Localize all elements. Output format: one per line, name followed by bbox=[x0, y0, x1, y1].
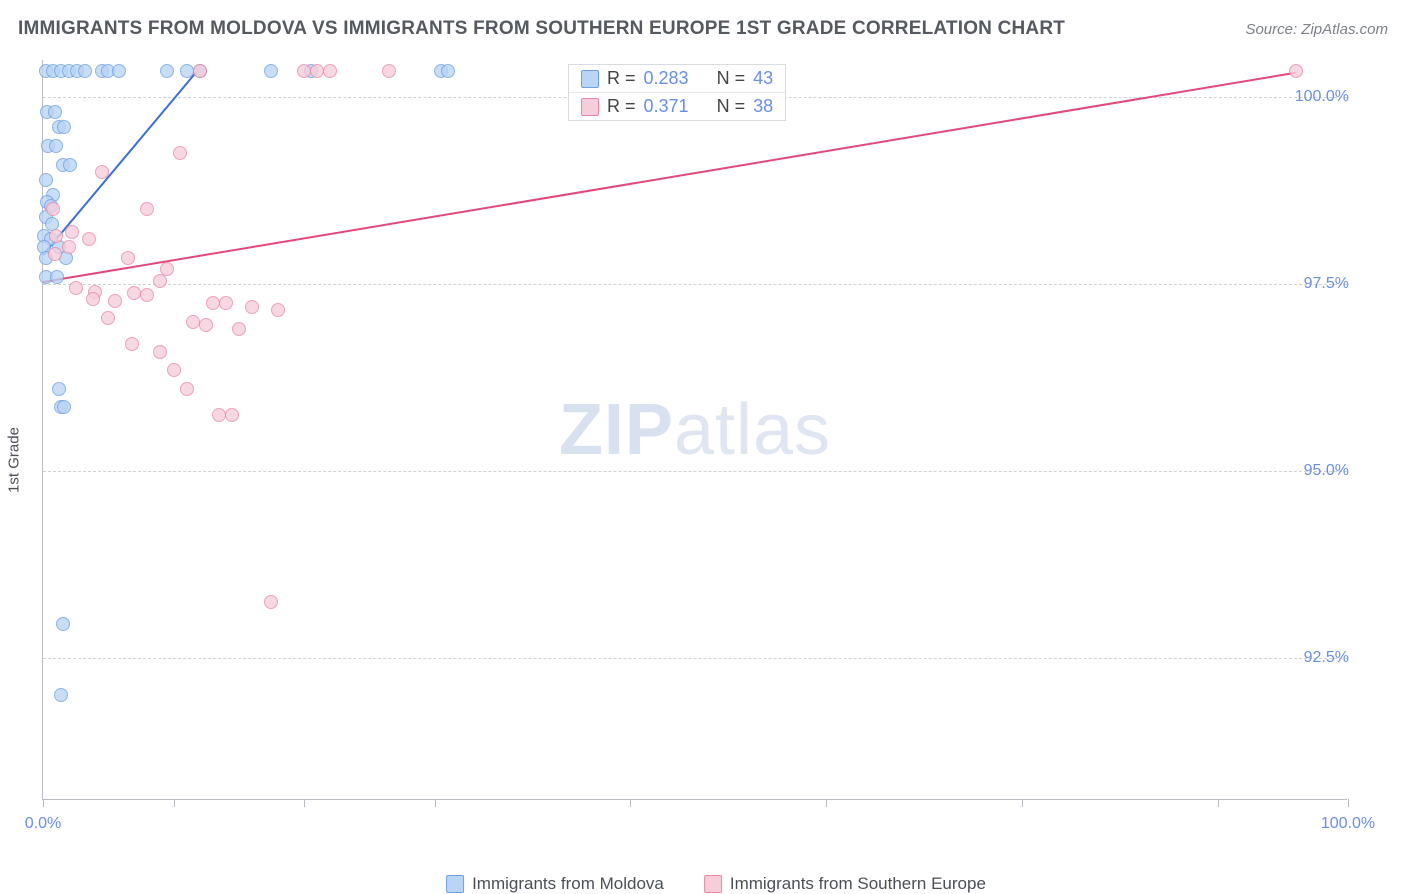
point-moldova bbox=[54, 688, 68, 702]
point-southern bbox=[310, 64, 324, 78]
watermark: ZIPatlas bbox=[559, 389, 831, 471]
point-moldova bbox=[39, 173, 53, 187]
bottom-legend: Immigrants from Moldova Immigrants from S… bbox=[446, 874, 986, 894]
point-southern bbox=[219, 296, 233, 310]
y-tick-label: 100.0% bbox=[1295, 88, 1349, 106]
point-moldova bbox=[56, 617, 70, 631]
watermark-bold: ZIP bbox=[559, 390, 674, 470]
point-southern bbox=[121, 251, 135, 265]
point-moldova bbox=[52, 382, 66, 396]
point-southern bbox=[127, 286, 141, 300]
point-southern bbox=[297, 64, 311, 78]
y-tick-label: 97.5% bbox=[1304, 275, 1349, 293]
x-tick bbox=[630, 799, 631, 807]
x-tick-label: 0.0% bbox=[25, 815, 61, 833]
point-southern bbox=[206, 296, 220, 310]
point-southern bbox=[264, 595, 278, 609]
x-tick bbox=[435, 799, 436, 807]
r-label: R = bbox=[607, 68, 636, 89]
point-southern bbox=[212, 408, 226, 422]
point-southern bbox=[271, 303, 285, 317]
point-southern bbox=[125, 337, 139, 351]
y-gridline bbox=[43, 658, 1347, 659]
point-southern bbox=[173, 146, 187, 160]
x-tick bbox=[43, 799, 44, 807]
point-southern bbox=[153, 274, 167, 288]
source-label: Source: ZipAtlas.com bbox=[1245, 21, 1388, 38]
stats-legend: R = 0.283 N = 43 R = 0.371 N = 38 bbox=[568, 64, 786, 121]
point-southern bbox=[101, 311, 115, 325]
point-southern bbox=[49, 229, 63, 243]
point-moldova bbox=[441, 64, 455, 78]
r-value-moldova: 0.283 bbox=[644, 68, 689, 89]
r-value-southern: 0.371 bbox=[644, 96, 689, 117]
point-moldova bbox=[63, 158, 77, 172]
x-tick bbox=[174, 799, 175, 807]
x-tick bbox=[304, 799, 305, 807]
legend-item-moldova: Immigrants from Moldova bbox=[446, 874, 664, 894]
point-southern bbox=[382, 64, 396, 78]
point-southern bbox=[199, 318, 213, 332]
point-southern bbox=[108, 294, 122, 308]
x-tick bbox=[1348, 799, 1349, 807]
n-value-moldova: 43 bbox=[753, 68, 773, 89]
point-southern bbox=[69, 281, 83, 295]
point-southern bbox=[46, 202, 60, 216]
point-moldova bbox=[78, 64, 92, 78]
point-southern bbox=[82, 232, 96, 246]
point-southern bbox=[140, 202, 154, 216]
point-southern bbox=[245, 300, 259, 314]
plot-area: ZIPatlas 92.5%95.0%97.5%100.0%0.0%100.0%… bbox=[42, 60, 1347, 800]
point-southern bbox=[180, 382, 194, 396]
y-tick-label: 95.0% bbox=[1304, 462, 1349, 480]
stats-row-moldova: R = 0.283 N = 43 bbox=[569, 65, 785, 92]
legend-item-southern: Immigrants from Southern Europe bbox=[704, 874, 986, 894]
point-southern bbox=[62, 240, 76, 254]
point-moldova bbox=[112, 64, 126, 78]
swatch-southern bbox=[704, 875, 722, 893]
x-tick bbox=[1022, 799, 1023, 807]
point-southern bbox=[186, 315, 200, 329]
y-axis-title: 1st Grade bbox=[6, 427, 23, 493]
point-southern bbox=[225, 408, 239, 422]
chart-area: 1st Grade ZIPatlas 92.5%95.0%97.5%100.0%… bbox=[42, 60, 1390, 860]
y-gridline bbox=[43, 471, 1347, 472]
stats-row-southern: R = 0.371 N = 38 bbox=[569, 92, 785, 120]
legend-label-moldova: Immigrants from Moldova bbox=[472, 874, 664, 894]
r-label: R = bbox=[607, 96, 636, 117]
n-label: N = bbox=[717, 96, 746, 117]
point-southern bbox=[167, 363, 181, 377]
watermark-rest: atlas bbox=[674, 390, 831, 470]
point-southern bbox=[1289, 64, 1303, 78]
point-moldova bbox=[50, 270, 64, 284]
point-moldova bbox=[49, 139, 63, 153]
swatch-moldova bbox=[581, 70, 599, 88]
point-southern bbox=[48, 247, 62, 261]
point-southern bbox=[153, 345, 167, 359]
swatch-southern bbox=[581, 98, 599, 116]
point-moldova bbox=[48, 105, 62, 119]
n-value-southern: 38 bbox=[753, 96, 773, 117]
point-moldova bbox=[264, 64, 278, 78]
point-southern bbox=[323, 64, 337, 78]
point-southern bbox=[193, 64, 207, 78]
point-moldova bbox=[180, 64, 194, 78]
n-label: N = bbox=[717, 68, 746, 89]
y-tick-label: 92.5% bbox=[1304, 649, 1349, 667]
x-tick bbox=[1218, 799, 1219, 807]
legend-label-southern: Immigrants from Southern Europe bbox=[730, 874, 986, 894]
x-tick bbox=[826, 799, 827, 807]
swatch-moldova bbox=[446, 875, 464, 893]
point-southern bbox=[140, 288, 154, 302]
point-southern bbox=[95, 165, 109, 179]
point-moldova bbox=[160, 64, 174, 78]
point-southern bbox=[232, 322, 246, 336]
point-moldova bbox=[57, 120, 71, 134]
point-moldova bbox=[57, 400, 71, 414]
point-southern bbox=[65, 225, 79, 239]
point-southern bbox=[86, 292, 100, 306]
x-tick-label: 100.0% bbox=[1321, 815, 1375, 833]
y-gridline bbox=[43, 284, 1347, 285]
chart-title: IMMIGRANTS FROM MOLDOVA VS IMMIGRANTS FR… bbox=[18, 18, 1065, 40]
